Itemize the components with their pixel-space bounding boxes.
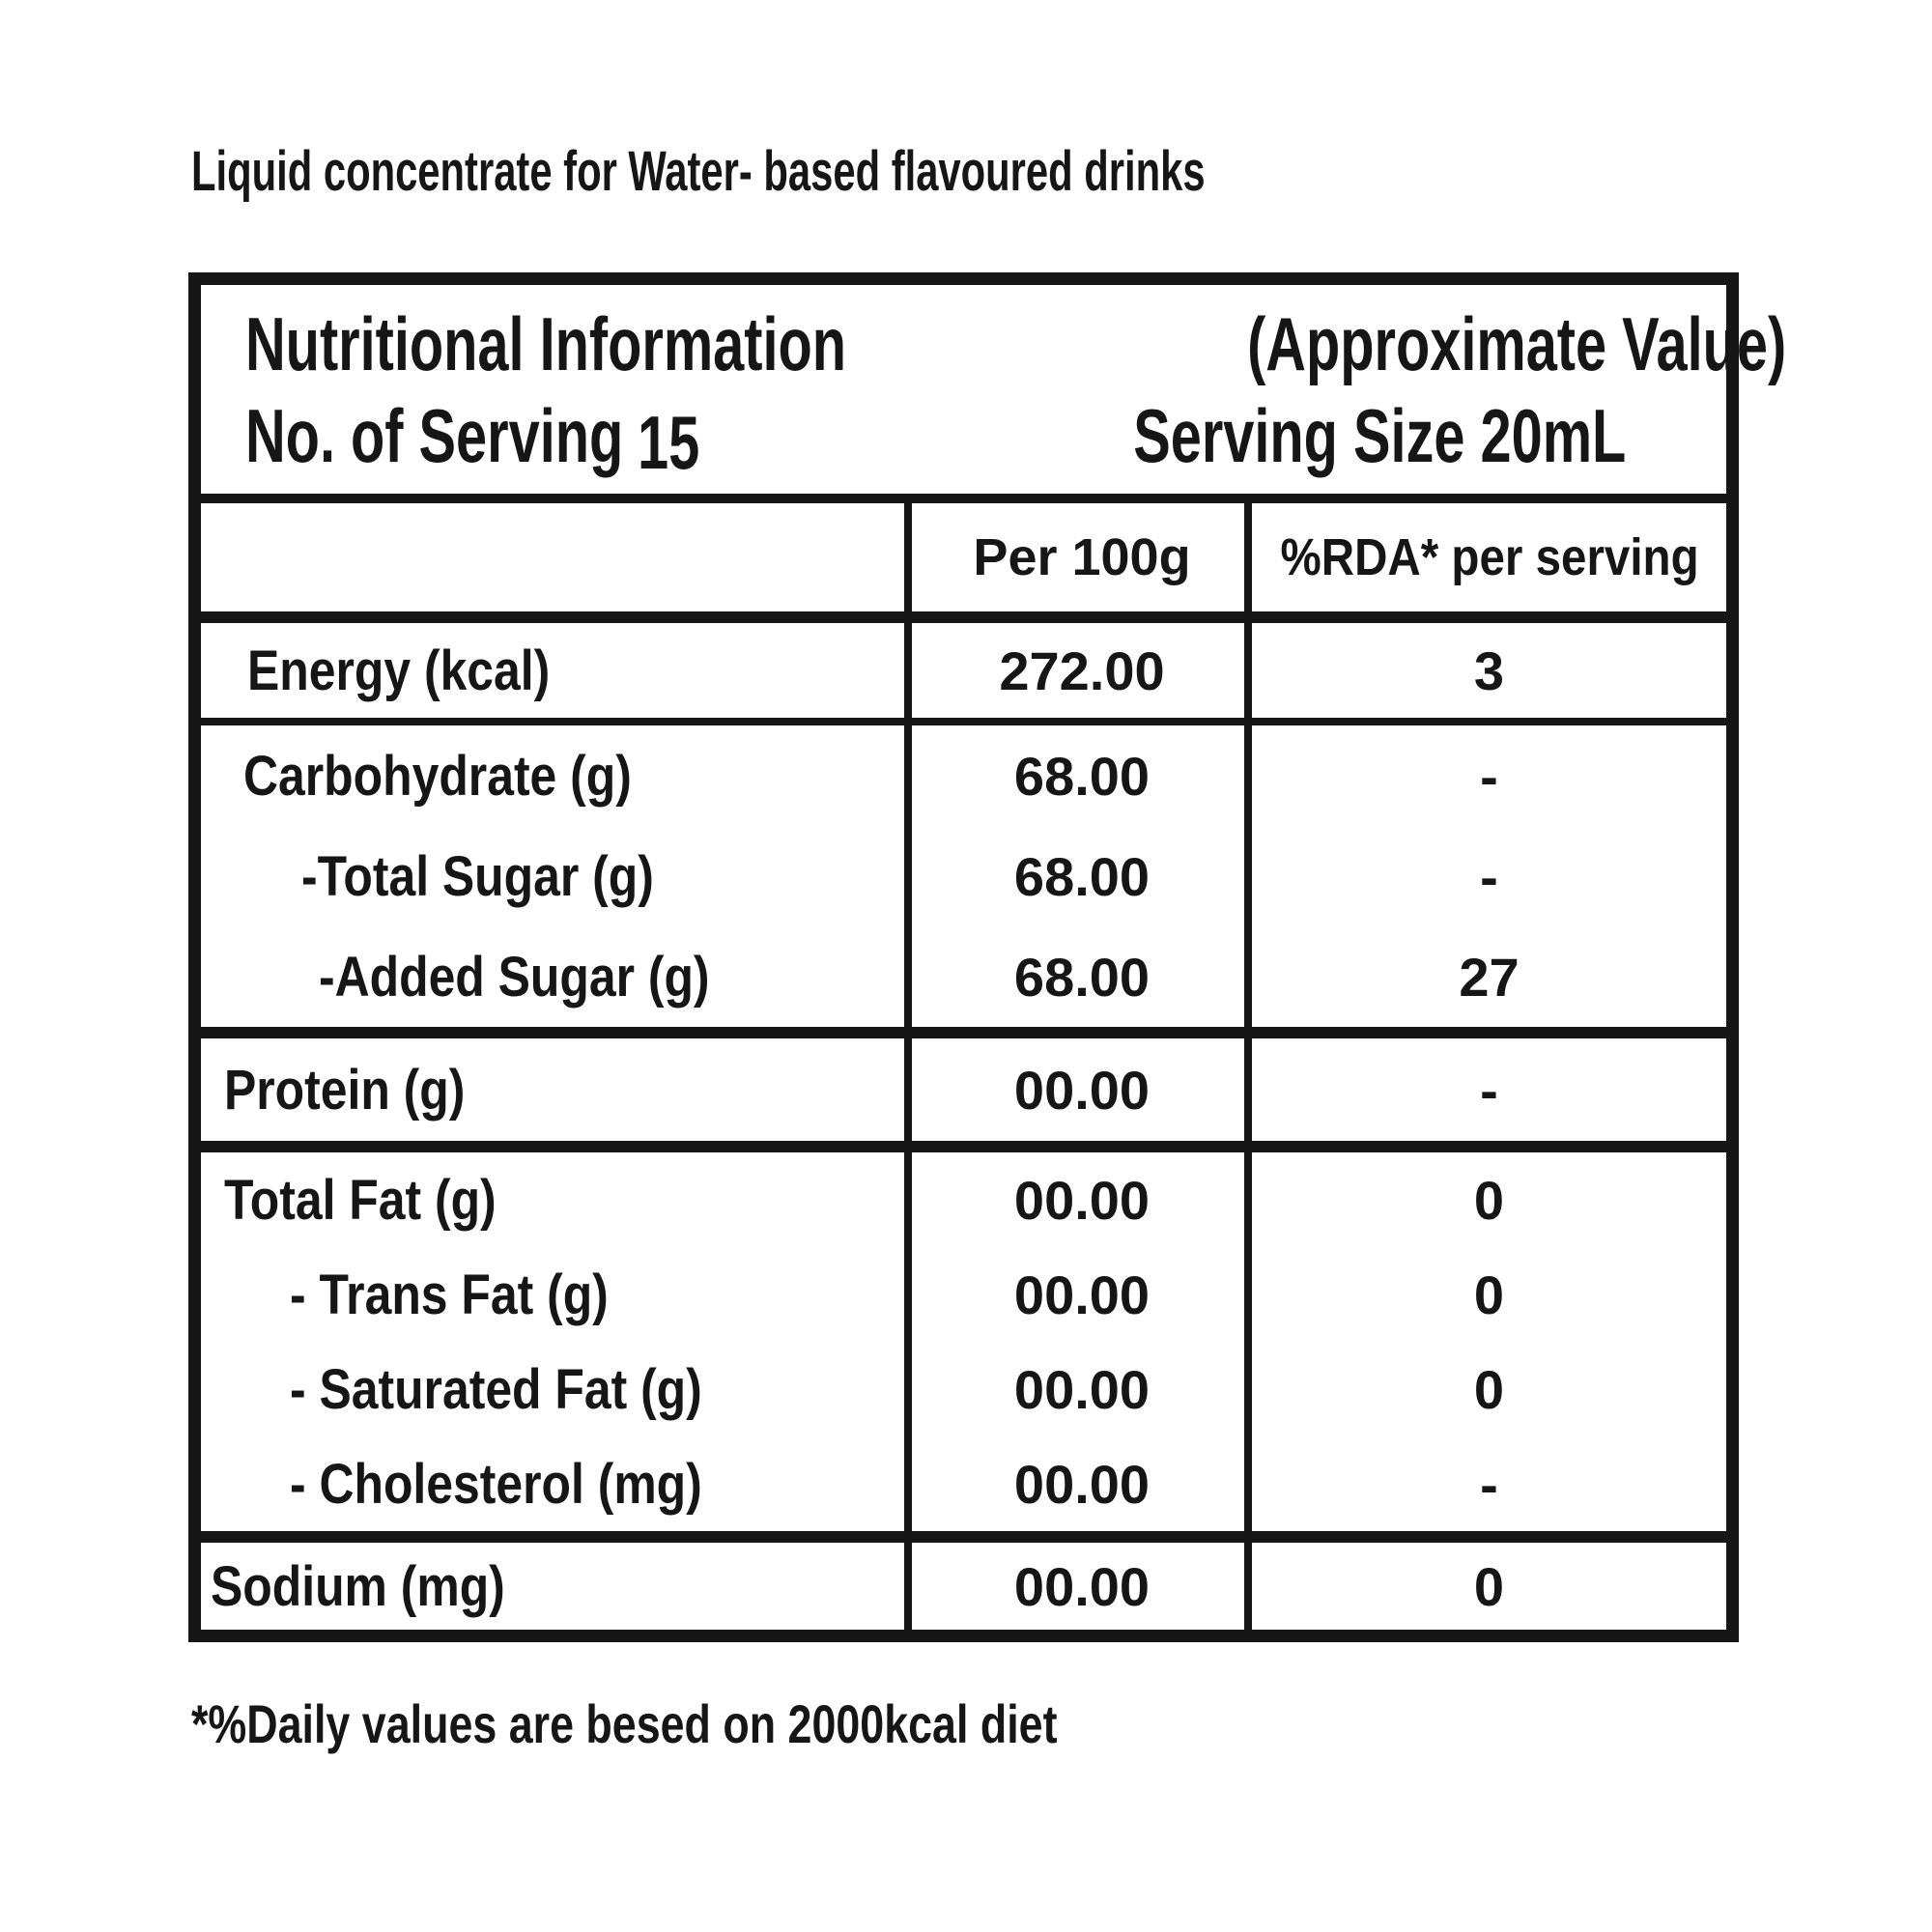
row-value-rda: 0 (1473, 1358, 1505, 1420)
row-value-per100g: 00.00 (1013, 1358, 1151, 1420)
column-header-per100g: Per 100g (973, 528, 1191, 586)
table-row: Energy (kcal) 272.00 3 (201, 623, 1726, 718)
row-value-per100g: 272.00 (999, 639, 1165, 701)
footnote: *%Daily values are besed on 2000kcal die… (191, 1693, 1058, 1754)
row-value-per100g: 68.00 (1013, 946, 1151, 1008)
column-header-row: Per 100g %RDA* per serving (201, 503, 1726, 611)
row-label: -Total Sugar (g) (301, 844, 654, 908)
row-label: -Added Sugar (g) (319, 945, 710, 1009)
row-value-rda: 27 (1459, 946, 1520, 1008)
servings-label: No. of Serving (245, 393, 624, 478)
servings-value: 15 (638, 400, 700, 485)
row-value-rda: 3 (1473, 639, 1505, 701)
nutrition-table: Nutritional Information (Approximate Val… (188, 272, 1786, 1642)
row-value-rda: - (1480, 1059, 1498, 1121)
row-value-rda: - (1480, 845, 1498, 907)
row-label: Energy (kcal) (247, 639, 551, 702)
row-value-per100g: 68.00 (1013, 845, 1151, 907)
row-value-rda: 0 (1473, 1169, 1505, 1231)
header-line-2: No. of Serving 15 Serving Size 20mL (245, 391, 1709, 485)
row-value-per100g: 00.00 (1013, 1169, 1151, 1231)
section-divider (201, 1027, 1726, 1038)
row-value-per100g: 00.00 (1013, 1453, 1151, 1515)
table-row: Carbohydrate (g) 68.00 - (201, 725, 1726, 826)
table-row: -Added Sugar (g) 68.00 27 (201, 926, 1726, 1027)
row-label: Carbohydrate (g) (243, 744, 632, 808)
row-value-per100g: 00.00 (1013, 1059, 1151, 1121)
table-row: - Cholesterol (mg) 00.00 - (201, 1436, 1726, 1531)
section-sodium: Sodium (mg) 00.00 0 (201, 1543, 1726, 1630)
row-label: - Saturated Fat (g) (290, 1357, 702, 1421)
table-row: Protein (g) 00.00 - (201, 1038, 1726, 1141)
row-label: - Cholesterol (mg) (290, 1452, 702, 1516)
row-value-rda: - (1480, 745, 1498, 807)
row-label: Sodium (mg) (211, 1554, 505, 1618)
header-title: Nutritional Information (245, 301, 847, 386)
table-row: - Saturated Fat (g) 00.00 0 (201, 1342, 1726, 1436)
column-header-rda: %RDA* per serving (1280, 528, 1699, 586)
row-value-per100g: 00.00 (1013, 1555, 1151, 1617)
section-protein: Protein (g) 00.00 - (201, 1038, 1726, 1141)
table-row: -Total Sugar (g) 68.00 - (201, 826, 1726, 926)
section-divider (201, 718, 1726, 725)
serving-size: Serving Size 20mL (1132, 393, 1626, 478)
table-row: Total Fat (g) 00.00 0 (201, 1152, 1726, 1247)
row-value-rda: - (1480, 1453, 1498, 1515)
row-value-rda: 0 (1473, 1555, 1505, 1617)
section-divider (201, 1531, 1726, 1543)
row-label: Total Fat (g) (224, 1168, 497, 1232)
table-header: Nutritional Information (Approximate Val… (201, 285, 1786, 503)
row-value-rda: 0 (1473, 1264, 1505, 1325)
column-divider-2 (1244, 503, 1252, 1630)
header-line-1: Nutritional Information (Approximate Val… (245, 297, 1786, 391)
section-carbohydrate: Carbohydrate (g) 68.00 - -Total Sugar (g… (201, 725, 1726, 1027)
column-header-item (201, 503, 912, 611)
section-energy: Energy (kcal) 272.00 3 (201, 623, 1726, 718)
row-label: - Trans Fat (g) (290, 1263, 609, 1326)
column-divider-1 (904, 503, 912, 1630)
servings-group: No. of Serving 15 (245, 391, 699, 485)
table-row: - Trans Fat (g) 00.00 0 (201, 1247, 1726, 1342)
table-row: Sodium (mg) 00.00 0 (201, 1543, 1726, 1630)
row-value-per100g: 00.00 (1013, 1264, 1151, 1325)
header-subtitle: (Approximate Value) (1246, 301, 1786, 386)
table-body: Per 100g %RDA* per serving Energy (kcal)… (201, 503, 1726, 1630)
row-label: Protein (g) (224, 1058, 466, 1122)
page-title: Liquid concentrate for Water- based flav… (191, 140, 1206, 203)
section-divider (201, 1141, 1726, 1152)
section-fat: Total Fat (g) 00.00 0 - Trans Fat (g) 00… (201, 1152, 1726, 1531)
section-divider (201, 611, 1726, 623)
row-value-per100g: 68.00 (1013, 745, 1151, 807)
